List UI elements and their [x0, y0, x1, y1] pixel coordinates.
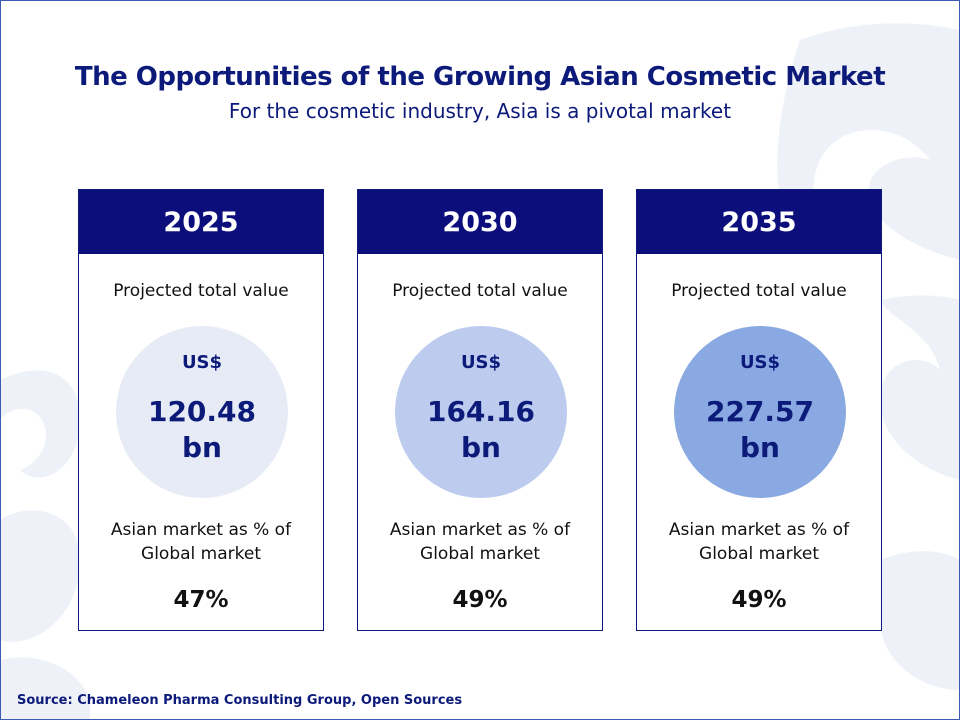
- value-circle: US$ 120.48 bn: [116, 326, 288, 498]
- slide-title: The Opportunities of the Growing Asian C…: [74, 62, 886, 92]
- share-value: 47%: [173, 587, 229, 613]
- value-label: Projected total value: [392, 281, 568, 301]
- currency-label: US$: [181, 352, 223, 373]
- value-number: 164.16: [426, 395, 536, 428]
- value-unit: bn: [461, 431, 501, 464]
- value-number: 227.57: [705, 395, 815, 428]
- value-circle: US$ 227.57 bn: [674, 326, 846, 498]
- currency-label: US$: [460, 352, 502, 373]
- value-unit: bn: [182, 431, 222, 464]
- card-2035: 2035 Projected total value US$ 227.57 bn…: [636, 189, 882, 631]
- share-label: Asian market as % of Global market: [79, 518, 323, 566]
- value-amount: 227.57 bn: [674, 394, 846, 466]
- card-year: 2025: [79, 190, 323, 254]
- share-value: 49%: [452, 587, 508, 613]
- share-label-line1: Asian market as % of: [668, 520, 850, 540]
- share-label: Asian market as % of Global market: [637, 518, 881, 566]
- card-2025: 2025 Projected total value US$ 120.48 bn…: [78, 189, 324, 631]
- value-circle: US$ 164.16 bn: [395, 326, 567, 498]
- share-label-line2: Global market: [420, 544, 540, 564]
- slide-subtitle: For the cosmetic industry, Asia is a piv…: [228, 99, 732, 123]
- card-2030: 2030 Projected total value US$ 164.16 bn…: [357, 189, 603, 631]
- card-year: 2035: [637, 190, 881, 254]
- value-amount: 120.48 bn: [116, 394, 288, 466]
- share-label-line1: Asian market as % of: [389, 520, 571, 540]
- share-label-line1: Asian market as % of: [110, 520, 292, 540]
- source-note: Source: Chameleon Pharma Consulting Grou…: [17, 693, 463, 708]
- value-amount: 164.16 bn: [395, 394, 567, 466]
- share-label-line2: Global market: [699, 544, 819, 564]
- share-value: 49%: [731, 587, 787, 613]
- card-year: 2030: [358, 190, 602, 254]
- value-unit: bn: [740, 431, 780, 464]
- share-label-line2: Global market: [141, 544, 261, 564]
- value-number: 120.48: [147, 395, 257, 428]
- value-label: Projected total value: [113, 281, 289, 301]
- value-label: Projected total value: [671, 281, 847, 301]
- currency-label: US$: [739, 352, 781, 373]
- share-label: Asian market as % of Global market: [358, 518, 602, 566]
